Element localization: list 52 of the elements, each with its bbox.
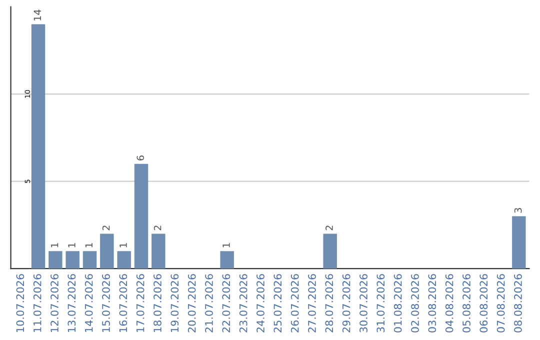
x-tick-label: 26.07.2026 xyxy=(290,274,299,332)
bar xyxy=(512,216,526,269)
bar xyxy=(66,251,80,269)
x-tick-label: 29.07.2026 xyxy=(342,274,350,332)
data-label: 3 xyxy=(514,208,522,213)
x-tick-label: 06.08.2026 xyxy=(480,274,488,332)
x-tick-label: 28.07.2026 xyxy=(325,274,334,332)
x-tick-label: 19.07.2026 xyxy=(170,274,179,332)
bar xyxy=(220,251,234,269)
x-tick-label: 11.07.2026 xyxy=(33,274,42,332)
x-tick-label: 01.08.2026 xyxy=(394,274,402,332)
x-tick-label: 17.07.2026 xyxy=(136,274,144,332)
x-tick-label: 25.07.2026 xyxy=(274,274,282,332)
bar xyxy=(31,24,46,269)
x-tick-label: 08.08.2026 xyxy=(514,274,522,332)
bar xyxy=(323,234,337,269)
data-label: 1 xyxy=(222,243,230,248)
x-tick-label: 31.07.2026 xyxy=(376,274,385,332)
x-tick-label: 22.07.2026 xyxy=(222,274,230,332)
data-label: 1 xyxy=(68,243,76,248)
x-tick-label: 27.07.2026 xyxy=(308,274,316,332)
x-tick-label: 10.07.2026 xyxy=(16,274,24,332)
x-tick-label: 21.07.2026 xyxy=(205,274,213,332)
x-tick-label: 05.08.2026 xyxy=(462,274,470,332)
bar xyxy=(82,251,97,269)
x-tick-label: 04.08.2026 xyxy=(445,274,454,332)
data-label: 2 xyxy=(326,226,333,230)
x-tick-label: 16.07.2026 xyxy=(119,274,128,332)
data-label: 6 xyxy=(136,156,144,160)
x-tick-label: 03.08.2026 xyxy=(428,274,436,332)
data-label: 2 xyxy=(154,226,162,230)
bar xyxy=(134,164,148,269)
bar xyxy=(152,234,166,269)
x-tick-label: 13.07.2026 xyxy=(68,274,76,332)
data-label: 1 xyxy=(85,243,92,248)
x-tick-label: 30.07.2026 xyxy=(360,274,368,332)
x-tick-label: 14.07.2026 xyxy=(84,274,93,332)
x-tick-label: 12.07.2026 xyxy=(50,274,58,332)
x-tick-label: 24.07.2026 xyxy=(256,274,264,332)
bar xyxy=(48,251,62,269)
x-tick-label: 20.07.2026 xyxy=(188,274,196,332)
bar xyxy=(117,251,131,269)
x-tick-label: 18.07.2026 xyxy=(154,274,162,332)
data-label: 1 xyxy=(51,243,58,248)
data-label: 1 xyxy=(120,243,127,248)
data-label: 2 xyxy=(102,226,110,230)
x-tick-label: 07.08.2026 xyxy=(496,274,505,332)
x-tick-label: 23.07.2026 xyxy=(239,274,248,332)
x-tick-label: 15.07.2026 xyxy=(102,274,110,332)
x-tick-label: 02.08.2026 xyxy=(411,274,419,332)
bar xyxy=(100,234,114,269)
data-label: 14 xyxy=(34,10,41,20)
